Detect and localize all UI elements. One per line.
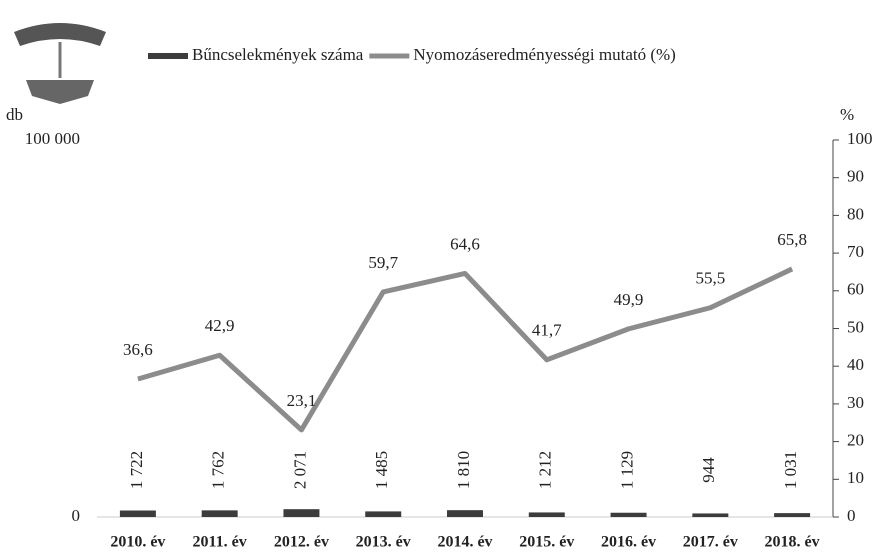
bar-value-label: 1 485	[372, 451, 391, 489]
y2-tick-label: 10	[847, 468, 864, 487]
bar	[283, 509, 320, 517]
line-value-label: 64,6	[450, 234, 480, 253]
line-value-label: 59,7	[368, 253, 398, 272]
line-value-label: 55,5	[695, 269, 725, 288]
y2-tick-label: 0	[847, 506, 856, 525]
bar	[692, 513, 729, 517]
y2-tick-label: 60	[847, 280, 864, 299]
bar-value-label: 1 810	[454, 451, 473, 489]
x-tick-label: 2016. év	[601, 534, 656, 551]
x-tick-label: 2013. év	[356, 534, 411, 551]
y2-tick-label: 90	[847, 167, 864, 186]
x-tick-label: 2011. év	[193, 534, 247, 551]
bar	[119, 510, 156, 517]
logo	[14, 23, 106, 104]
bar-value-label: 2 071	[290, 451, 309, 489]
bar	[528, 512, 565, 517]
line-value-label: 36,6	[123, 340, 153, 359]
bar	[610, 512, 647, 517]
line-value-label: 42,9	[205, 316, 235, 335]
y2-axis-label: %	[840, 105, 854, 124]
bar	[201, 510, 238, 517]
bar-value-label: 1 031	[781, 451, 800, 489]
bar	[365, 511, 402, 517]
y2-tick-label: 80	[847, 204, 864, 223]
legend-label: Nyomozáseredményességi mutató (%)	[413, 45, 675, 64]
y2-tick-label: 50	[847, 317, 864, 336]
y2-tick-label: 100	[847, 129, 873, 148]
x-tick-label: 2014. év	[437, 534, 492, 551]
bar-value-label: 1 212	[536, 451, 555, 489]
x-tick-label: 2010. év	[110, 534, 165, 551]
line-value-label: 65,8	[777, 230, 807, 249]
line-value-label: 49,9	[614, 290, 644, 309]
x-tick-label: 2017. év	[683, 534, 738, 551]
x-tick-label: 2015. év	[519, 534, 574, 551]
bar	[774, 513, 811, 517]
legend-swatch	[148, 53, 188, 59]
bar	[447, 510, 483, 517]
y2-tick-label: 30	[847, 393, 864, 412]
x-tick-label: 2018. év	[765, 534, 820, 551]
y2-tick-label: 70	[847, 242, 864, 261]
line	[137, 266, 794, 433]
line-value-label: 41,7	[532, 321, 562, 340]
bar-value-label: 1 722	[127, 451, 146, 489]
line-value-label: 23,1	[287, 391, 317, 410]
y-axis-label: db	[6, 105, 23, 124]
bar-value-label: 1 129	[617, 451, 636, 489]
x-tick-label: 2012. év	[274, 534, 329, 551]
bar-value-label: 1 762	[209, 451, 228, 489]
y2-tick-label: 20	[847, 431, 864, 450]
y-tick-label: 100 000	[25, 129, 80, 148]
y-tick-label: 0	[72, 506, 81, 525]
bar-value-label: 944	[699, 457, 718, 483]
y2-tick-label: 40	[847, 355, 864, 374]
legend-label: Bűncselekmények száma	[192, 45, 364, 64]
